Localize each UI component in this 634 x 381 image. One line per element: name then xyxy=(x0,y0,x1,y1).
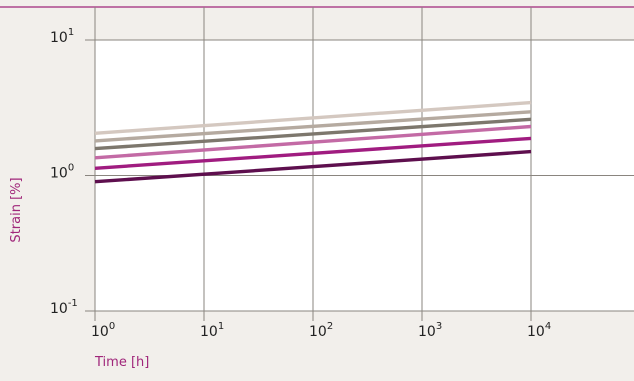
series-line-1 xyxy=(94,100,532,135)
y-tick-label: 101 xyxy=(50,27,74,46)
x-axis-label: Time [h] xyxy=(94,355,149,370)
series-line-2 xyxy=(94,110,532,143)
series-line-4 xyxy=(94,124,532,160)
series-line-3 xyxy=(94,117,532,151)
y-axis-label: Strain [%] xyxy=(9,177,24,242)
series-group xyxy=(94,100,532,184)
x-tick-label: 100 xyxy=(91,321,115,340)
y-tick-label: 10-1 xyxy=(50,298,78,317)
series-line-6 xyxy=(94,149,532,184)
x-tick-label: 102 xyxy=(309,321,333,340)
x-tick-label: 104 xyxy=(527,321,551,340)
x-tick-label: 101 xyxy=(200,321,224,340)
y-tick-label: 100 xyxy=(50,163,74,182)
x-tick-labels: 100 101 102 103 104 xyxy=(91,321,551,340)
series-line-5 xyxy=(94,136,532,170)
x-tick-label: 103 xyxy=(418,321,442,340)
y-tick-labels: 101 100 10-1 xyxy=(50,27,78,317)
